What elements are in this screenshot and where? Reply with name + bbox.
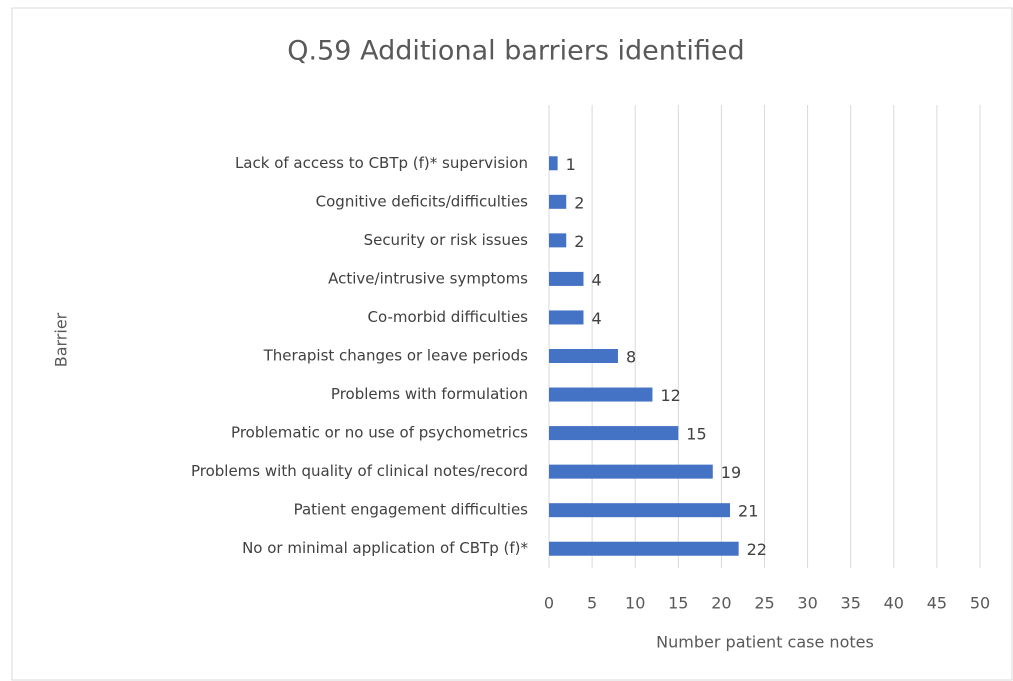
x-tick-label: 50	[970, 594, 990, 613]
y-tick-label: Problems with formulation	[331, 385, 528, 403]
bar	[549, 503, 731, 518]
bar	[549, 156, 558, 171]
data-label: 4	[591, 270, 601, 289]
data-label: 22	[747, 540, 767, 559]
data-label: 19	[721, 463, 741, 482]
bar	[549, 271, 584, 286]
x-tick-label: 15	[668, 594, 688, 613]
x-tick-label: 25	[754, 594, 774, 613]
data-label: 2	[574, 193, 584, 212]
bar	[549, 426, 679, 441]
x-tick-label: 20	[711, 594, 731, 613]
x-axis-label: Number patient case notes	[656, 633, 874, 652]
y-tick-label: Active/intrusive symptoms	[328, 269, 528, 287]
y-tick-label: Cognitive deficits/difficulties	[316, 192, 529, 210]
bar	[549, 194, 567, 209]
bar	[549, 233, 567, 248]
data-label: 8	[626, 348, 636, 367]
y-tick-label: Co-morbid difficulties	[368, 308, 529, 326]
y-tick-label: Problems with quality of clinical notes/…	[191, 462, 528, 480]
bar	[549, 541, 739, 556]
data-label: 21	[738, 502, 758, 521]
x-tick-label: 40	[884, 594, 904, 613]
bar	[549, 387, 653, 402]
x-tick-label: 0	[544, 594, 554, 613]
bar	[549, 464, 713, 479]
y-tick-label: Lack of access to CBTp (f)* supervision	[235, 154, 528, 172]
chart-title: Q.59 Additional barriers identified	[287, 36, 744, 67]
x-tick-label: 10	[625, 594, 645, 613]
data-label: 15	[686, 425, 706, 444]
data-label: 4	[591, 309, 601, 328]
data-label: 12	[660, 386, 680, 405]
y-tick-label: Security or risk issues	[364, 231, 529, 249]
y-tick-label: Problematic or no use of psychometrics	[231, 424, 528, 442]
y-tick-label: Therapist changes or leave periods	[263, 347, 529, 365]
x-tick-label: 5	[587, 594, 597, 613]
x-tick-label: 45	[927, 594, 947, 613]
chart-border	[11, 7, 1013, 681]
y-axis-label: Barrier	[52, 312, 71, 367]
data-label: 2	[574, 232, 584, 251]
x-tick-label: 35	[841, 594, 861, 613]
x-tick-label: 30	[797, 594, 817, 613]
bar	[549, 310, 584, 325]
data-label: 1	[566, 155, 576, 174]
y-tick-label: No or minimal application of CBTp (f)*	[242, 539, 528, 557]
bar	[549, 349, 618, 363]
y-tick-label: Patient engagement difficulties	[294, 501, 529, 519]
